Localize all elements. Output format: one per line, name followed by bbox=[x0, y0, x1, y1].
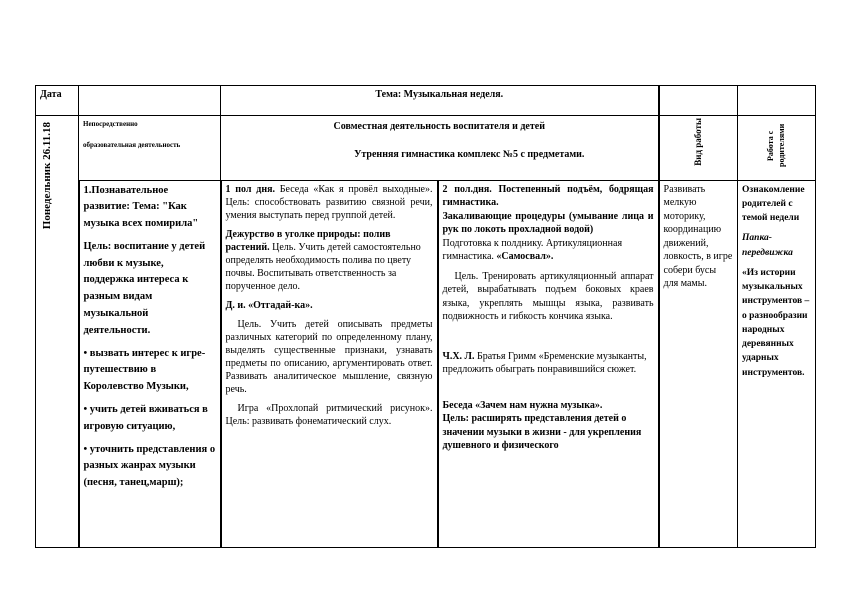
prep-text: Подготовка к полднику. Артикуляционная г… bbox=[442, 237, 623, 263]
content-row: 1.Познавательное развитие: Тема: "Как му… bbox=[36, 179, 817, 548]
education-task: • вызвать интерес к игре-путешествию в К… bbox=[83, 347, 206, 393]
empty-cell bbox=[657, 85, 739, 116]
education-title: 1.Познавательное развитие: Тема: "Как му… bbox=[83, 184, 199, 230]
second-half-cell: 2 пол.дня. Постепенный подъём, бодрящая … bbox=[436, 179, 660, 548]
first-half-label: 1 пол дня. bbox=[225, 183, 276, 195]
work-type-text: Развивать мелкую моторику, координацию д… bbox=[663, 183, 733, 290]
date-header: Дата bbox=[35, 85, 79, 116]
work-type-header: Вид работы bbox=[657, 115, 739, 181]
plan-table: Дата Тема: Музыкальная неделя. Понедельн… bbox=[35, 85, 817, 548]
conversation-text: Беседа «Как я провёл выходные». Цель: сп… bbox=[225, 183, 433, 221]
education-task: • учить детей вживаться в игровую ситуац… bbox=[83, 404, 208, 432]
morning-exercise: Утренняя гимнастика комплекс №5 с предме… bbox=[354, 148, 585, 160]
wake-up-text: 2 пол.дня. Постепенный подъём, бодрящая … bbox=[442, 183, 654, 209]
talk-text: Цель: расширять представления детей о зн… bbox=[442, 413, 642, 451]
day-cell: Понедельник 26.11.18 bbox=[35, 115, 79, 548]
direct-activity-header: Непосредственно образовательная деятельн… bbox=[78, 115, 221, 181]
theme-title: Тема: Музыкальная неделя. bbox=[219, 85, 660, 116]
prep-exercise: «Самосвал». bbox=[493, 251, 554, 262]
education-task: • уточнить представления о разных жанрах… bbox=[83, 443, 216, 489]
reading-text: Братья Гримм «Бременские музыканты, пред… bbox=[442, 350, 647, 376]
subheader-row: Понедельник 26.11.18 Непосредственно обр… bbox=[35, 115, 817, 548]
duty-title: Дежурство в уголке природы: полив растен… bbox=[225, 228, 391, 253]
header-row: Дата Тема: Музыкальная неделя. bbox=[35, 85, 817, 116]
empty-cell bbox=[737, 85, 817, 116]
empty-cell bbox=[78, 85, 221, 116]
parents-header: Работа с родителями bbox=[737, 115, 817, 181]
talk-title: Беседа «Зачем нам нужна музыка». bbox=[442, 399, 603, 411]
game-title: Д. и. «Отгадай-ка». bbox=[225, 299, 313, 311]
parents-folder-title: «Из истории музыкальных инструментов –о … bbox=[742, 267, 810, 378]
parents-folder: Папка-передвижка bbox=[742, 233, 793, 258]
game-text: Цель. Учить детей описывать предметы раз… bbox=[225, 318, 433, 395]
duty-text: Цель. Учить детей самостоятельно определ… bbox=[225, 241, 421, 292]
parents-label: Работа с родителями bbox=[765, 123, 786, 168]
reading-label: Ч.Х. Л. bbox=[442, 350, 475, 362]
rhythm-game-text: Игра «Прохлопай ритмический рисунок». Це… bbox=[225, 402, 433, 427]
joint-activity-title: Совместная деятельность воспитателя и де… bbox=[333, 121, 545, 132]
direct-activity-line2: образовательная деятельность bbox=[83, 141, 181, 150]
parents-cell: Ознакомление родителей с темой недели Па… bbox=[737, 179, 817, 548]
articulation-text: Цель. Тренировать артикуляционный аппара… bbox=[442, 270, 654, 323]
education-goal: Цель: воспитание у детей любви к музыке,… bbox=[83, 240, 206, 336]
hardening-text: Закаливающие процедуры (умывание лица и … bbox=[442, 210, 654, 236]
direct-activity-line1: Непосредственно bbox=[83, 120, 138, 128]
day-label: Понедельник 26.11.18 bbox=[41, 122, 53, 230]
parents-intro: Ознакомление родителей с темой недели bbox=[742, 184, 805, 224]
education-cell: 1.Познавательное развитие: Тема: "Как му… bbox=[77, 179, 222, 548]
first-half-cell: 1 пол дня. Беседа «Как я провёл выходные… bbox=[220, 179, 439, 548]
work-type-label: Вид работы bbox=[693, 118, 704, 166]
work-type-cell: Развивать мелкую моторику, координацию д… bbox=[657, 179, 739, 548]
joint-activity-header: Совместная деятельность воспитателя и де… bbox=[219, 115, 660, 181]
